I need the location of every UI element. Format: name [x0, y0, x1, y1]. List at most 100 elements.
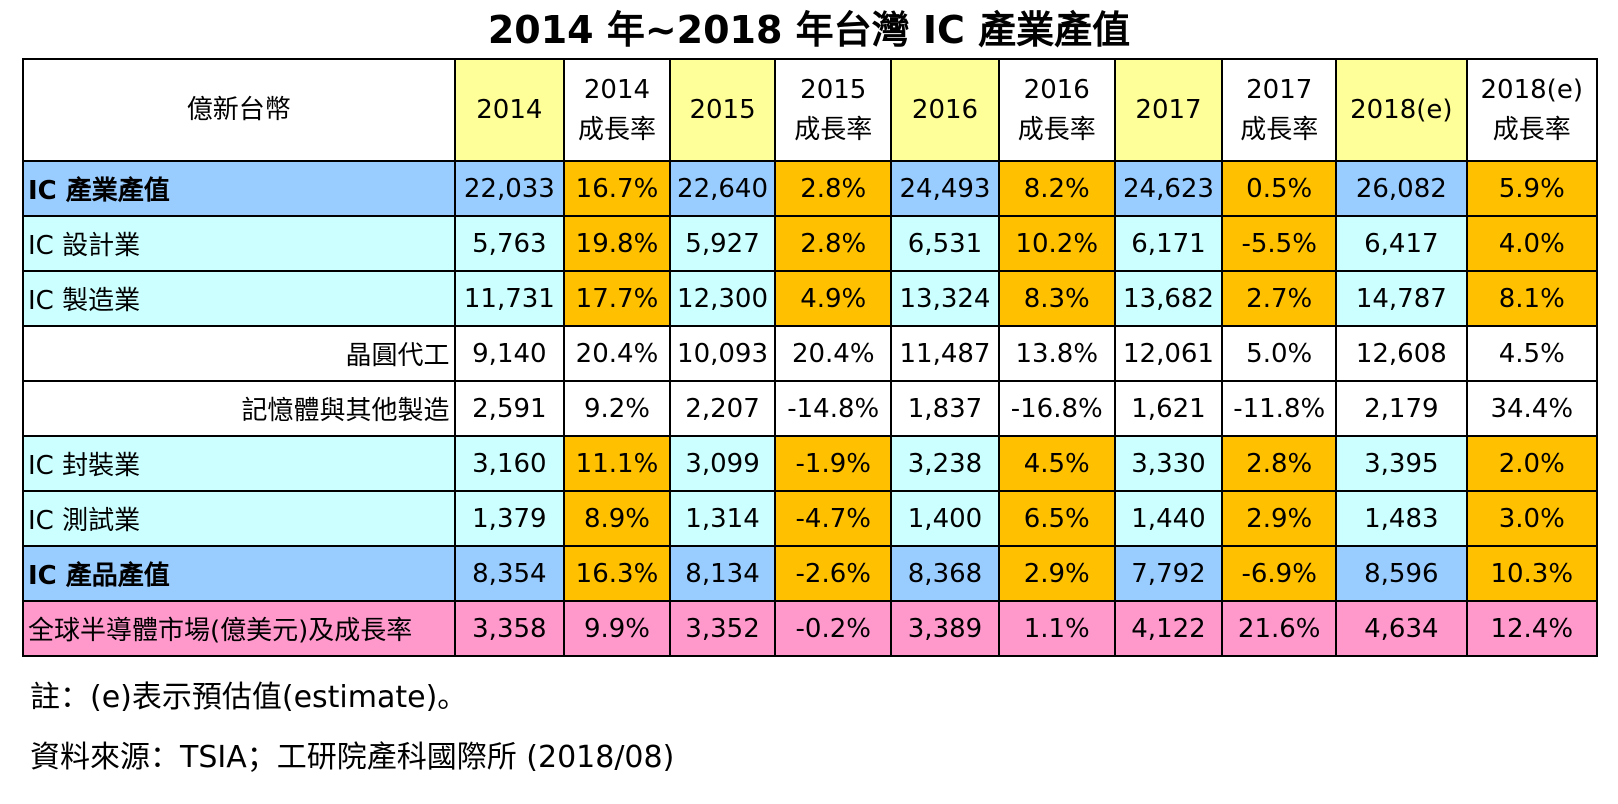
header-line1: 2015 — [689, 95, 756, 125]
growth-cell: 17.7% — [563, 270, 671, 327]
table-row: IC 測試業 1,379 8.9% 1,314 -4.7% 1,400 6.5% 1,440 2… — [22, 490, 1598, 547]
page-title: 2014 年~2018 年台灣 IC 產業產值 — [487, 8, 1131, 52]
growth-cell: 9.9% — [563, 600, 671, 657]
growth-header: 2018(e) 成長率 — [1465, 58, 1598, 162]
row-label: IC 產業產值 — [22, 160, 456, 217]
growth-header: 2014 成長率 — [563, 58, 671, 162]
value-cell: 1,837 — [890, 380, 1000, 437]
value-cell: 9,140 — [453, 325, 566, 382]
header-line2: 成長率 — [1492, 115, 1571, 145]
header-line1: 2017 — [1246, 75, 1313, 105]
header-line1: 2014 — [476, 95, 543, 125]
table-row: 晶圓代工 9,140 20.4% 10,093 20.4% 11,487 13.8% 12,0… — [22, 325, 1598, 382]
value-cell: 22,640 — [668, 160, 777, 217]
value-cell: 2,179 — [1335, 380, 1468, 437]
row-label: 全球半導體市場(億美元)及成長率 — [22, 600, 456, 657]
growth-cell: 3.0% — [1465, 490, 1598, 547]
row-label: 記憶體與其他製造 — [22, 380, 456, 437]
value-cell: 12,608 — [1335, 325, 1468, 382]
growth-cell: 10.2% — [997, 215, 1116, 272]
value-cell: 3,358 — [453, 600, 566, 657]
row-label: IC 設計業 — [22, 215, 456, 272]
growth-cell: 8.9% — [563, 490, 671, 547]
header-line1: 2018(e) — [1350, 95, 1453, 125]
growth-cell: 2.9% — [997, 545, 1116, 602]
footnote: 註：(e)表示預估值(estimate)。 — [30, 680, 468, 715]
value-cell: 6,171 — [1113, 215, 1224, 272]
growth-cell: 4.5% — [1465, 325, 1598, 382]
value-cell: 3,330 — [1113, 435, 1224, 492]
value-cell: 24,623 — [1113, 160, 1224, 217]
year-header: 2018(e) — [1335, 58, 1468, 162]
growth-cell: 19.8% — [563, 215, 671, 272]
growth-cell: 2.8% — [774, 215, 893, 272]
value-cell: 1,621 — [1113, 380, 1224, 437]
growth-cell: 12.4% — [1465, 600, 1598, 657]
value-cell: 14,787 — [1335, 270, 1468, 327]
value-cell: 8,134 — [668, 545, 777, 602]
value-cell: 7,792 — [1113, 545, 1224, 602]
ic-industry-table: 億新台幣 2014 2014 成長率 2015 2015 成長率 2016 2016 成長率 201… — [22, 58, 1598, 657]
table-row: IC 產品產值 8,354 16.3% 8,134 -2.6% 8,368 2.9% 7,79… — [22, 545, 1598, 602]
growth-cell: 2.0% — [1465, 435, 1598, 492]
growth-cell: 4.0% — [1465, 215, 1598, 272]
growth-cell: -16.8% — [997, 380, 1116, 437]
growth-cell: 1.1% — [997, 600, 1116, 657]
header-line1: 2016 — [1023, 75, 1090, 105]
header-line2: 成長率 — [794, 115, 873, 145]
growth-cell: -5.5% — [1221, 215, 1338, 272]
growth-cell: 8.3% — [997, 270, 1116, 327]
value-cell: 8,368 — [890, 545, 1000, 602]
value-cell: 5,763 — [453, 215, 566, 272]
row-label: IC 產品產值 — [22, 545, 456, 602]
table-row: 全球半導體市場(億美元)及成長率 3,358 9.9% 3,352 -0.2% 3,389… — [22, 600, 1598, 657]
value-cell: 2,207 — [668, 380, 777, 437]
value-cell: 8,596 — [1335, 545, 1468, 602]
row-label: IC 封裝業 — [22, 435, 456, 492]
value-cell: 12,061 — [1113, 325, 1224, 382]
table-row: IC 製造業 11,731 17.7% 12,300 4.9% 13,324 8.3% 13,… — [22, 270, 1598, 327]
growth-cell: -1.9% — [774, 435, 893, 492]
unit-header: 億新台幣 — [22, 58, 456, 162]
growth-cell: 2.8% — [1221, 435, 1338, 492]
value-cell: 13,682 — [1113, 270, 1224, 327]
growth-cell: 9.2% — [563, 380, 671, 437]
growth-cell: 11.1% — [563, 435, 671, 492]
value-cell: 10,093 — [668, 325, 777, 382]
header-line2: 成長率 — [1240, 115, 1319, 145]
year-header: 2015 — [668, 58, 777, 162]
growth-cell: -6.9% — [1221, 545, 1338, 602]
growth-header: 2015 成長率 — [774, 58, 893, 162]
growth-cell: 0.5% — [1221, 160, 1338, 217]
header-line1: 2014 — [583, 75, 651, 105]
growth-cell: 2.8% — [774, 160, 893, 217]
table-row: IC 設計業 5,763 19.8% 5,927 2.8% 6,531 10.2% 6,171… — [22, 215, 1598, 272]
value-cell: 3,099 — [668, 435, 777, 492]
growth-cell: 4.5% — [997, 435, 1116, 492]
growth-cell: 13.8% — [997, 325, 1116, 382]
growth-cell: 2.7% — [1221, 270, 1338, 327]
growth-cell: 8.1% — [1465, 270, 1598, 327]
value-cell: 11,487 — [890, 325, 1000, 382]
growth-cell: 2.9% — [1221, 490, 1338, 547]
growth-cell: 5.9% — [1465, 160, 1598, 217]
value-cell: 3,389 — [890, 600, 1000, 657]
value-cell: 26,082 — [1335, 160, 1468, 217]
header-line2: 成長率 — [1017, 115, 1096, 145]
growth-cell: 20.4% — [563, 325, 671, 382]
value-cell: 3,352 — [668, 600, 777, 657]
header-line1: 2015 — [800, 75, 867, 105]
source-note: 資料來源：TSIA；工研院產科國際所 (2018/08) — [30, 740, 675, 775]
table-row: 記憶體與其他製造 2,591 9.2% 2,207 -14.8% 1,837 -16.8% 1… — [22, 380, 1598, 437]
value-cell: 13,324 — [890, 270, 1000, 327]
header-row: 億新台幣 2014 2014 成長率 2015 2015 成長率 2016 2016 成長率 201… — [22, 58, 1598, 162]
growth-cell: 8.2% — [997, 160, 1116, 217]
value-cell: 5,927 — [668, 215, 777, 272]
row-label: IC 測試業 — [22, 490, 456, 547]
header-line1: 2016 — [911, 95, 979, 125]
growth-cell: 16.3% — [563, 545, 671, 602]
growth-cell: -0.2% — [774, 600, 893, 657]
year-header: 2016 — [890, 58, 1000, 162]
value-cell: 1,483 — [1335, 490, 1468, 547]
header-line1: 2017 — [1135, 95, 1202, 125]
